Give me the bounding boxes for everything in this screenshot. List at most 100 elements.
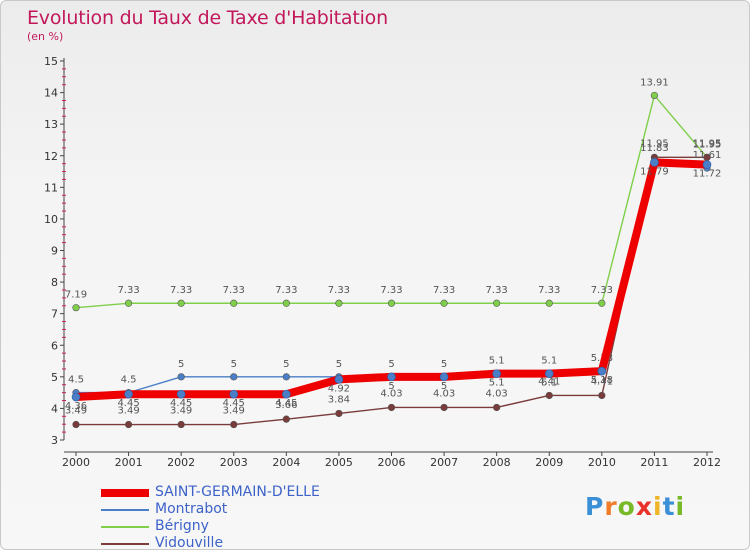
data-point bbox=[177, 299, 185, 307]
x-tick-label: 2005 bbox=[325, 456, 353, 469]
y-tick-label: 10 bbox=[44, 213, 58, 226]
legend-label: Vidouville bbox=[155, 535, 224, 550]
data-point bbox=[71, 392, 81, 402]
data-label: 5.1 bbox=[541, 378, 557, 389]
data-point bbox=[282, 373, 290, 381]
data-label: 4.45 bbox=[117, 398, 139, 409]
data-point bbox=[650, 158, 659, 167]
data-label: 11.83 bbox=[640, 143, 669, 154]
x-tick-label: 2009 bbox=[535, 456, 563, 469]
data-label: 3.49 bbox=[117, 406, 139, 417]
data-point bbox=[282, 299, 290, 307]
data-label: 4.45 bbox=[275, 398, 297, 409]
legend-label: SAINT-GERMAIN-D'ELLE bbox=[155, 484, 320, 500]
data-label: 7.33 bbox=[117, 285, 139, 296]
data-label: 5 bbox=[231, 359, 237, 370]
data-point bbox=[545, 391, 553, 400]
y-tick-label: 15 bbox=[44, 55, 58, 68]
data-point bbox=[72, 304, 80, 312]
data-label: 7.33 bbox=[328, 285, 350, 296]
x-tick-label: 2004 bbox=[272, 456, 300, 469]
data-point bbox=[650, 91, 659, 100]
data-label: 11.95 bbox=[640, 138, 669, 149]
data-point bbox=[493, 403, 501, 412]
data-point bbox=[440, 299, 448, 307]
data-point bbox=[597, 366, 607, 376]
y-tick-label: 9 bbox=[51, 245, 58, 258]
data-label: 4.92 bbox=[328, 383, 350, 394]
data-point bbox=[230, 420, 238, 429]
data-label: 4.03 bbox=[433, 388, 455, 399]
data-label: 7.33 bbox=[486, 285, 508, 296]
y-tick-label: 3 bbox=[51, 434, 58, 447]
x-tick-label: 2010 bbox=[588, 456, 616, 469]
x-tick-label: 2012 bbox=[693, 456, 721, 469]
data-point bbox=[598, 299, 606, 307]
data-label: 3.49 bbox=[170, 406, 192, 417]
data-label: 7.19 bbox=[65, 290, 87, 301]
data-label: 7.33 bbox=[380, 285, 402, 296]
data-label: 4.03 bbox=[380, 388, 402, 399]
data-label: 4.41 bbox=[538, 376, 560, 387]
data-point bbox=[177, 373, 185, 381]
x-tick-label: 2002 bbox=[167, 456, 195, 469]
data-point bbox=[545, 299, 553, 307]
data-label: 13.91 bbox=[640, 77, 669, 88]
data-point bbox=[282, 415, 290, 423]
data-point bbox=[72, 420, 80, 429]
legend-swatch bbox=[101, 509, 149, 511]
data-label: 7.33 bbox=[223, 285, 245, 296]
data-label: 4.5 bbox=[68, 375, 84, 386]
data-point bbox=[387, 372, 396, 382]
data-point bbox=[335, 409, 343, 418]
data-label: 5 bbox=[178, 359, 184, 370]
data-label: 7.33 bbox=[538, 285, 560, 296]
data-label: 4.41 bbox=[591, 376, 613, 387]
data-label: 5 bbox=[388, 359, 394, 370]
data-label: 4.36 bbox=[65, 401, 87, 412]
data-label: 3.49 bbox=[223, 406, 245, 417]
y-tick-label: 6 bbox=[51, 339, 58, 352]
data-point bbox=[702, 160, 712, 169]
data-label: 4.45 bbox=[170, 398, 192, 409]
legend-label: Montrabot bbox=[155, 501, 228, 517]
data-point bbox=[439, 372, 449, 382]
x-tick-label: 2001 bbox=[115, 456, 143, 469]
data-point bbox=[387, 403, 396, 412]
data-label: 4.03 bbox=[486, 388, 508, 399]
data-label: 11.79 bbox=[640, 166, 669, 177]
x-tick-label: 2006 bbox=[378, 456, 406, 469]
legend-swatch bbox=[101, 489, 149, 497]
data-point bbox=[177, 420, 185, 429]
x-tick-label: 2000 bbox=[62, 456, 90, 469]
legend-label: Bérigny bbox=[155, 518, 209, 534]
data-label: 11.72 bbox=[693, 169, 722, 180]
x-tick-label: 2007 bbox=[430, 456, 458, 469]
data-label: 5.1 bbox=[489, 378, 505, 389]
data-label: 5.18 bbox=[591, 375, 613, 386]
series-line bbox=[75, 94, 708, 309]
y-tick-label: 11 bbox=[44, 181, 58, 194]
proxiti-logo: Proxiti bbox=[585, 492, 686, 521]
y-tick-label: 12 bbox=[44, 150, 58, 163]
data-point bbox=[598, 391, 606, 400]
data-label: 7.33 bbox=[591, 285, 613, 296]
data-point bbox=[230, 299, 238, 307]
data-label: 3.49 bbox=[65, 406, 87, 417]
line-chart: 3 4 5 6 7 8 9 10 11 12 13 14 15 2000 2001 2002 2003 2004 2… bbox=[44, 55, 722, 469]
data-label: 4.5 bbox=[121, 375, 137, 386]
data-point bbox=[230, 373, 238, 381]
data-point bbox=[229, 389, 239, 399]
data-label: 3.84 bbox=[328, 394, 350, 405]
data-label: 3.66 bbox=[275, 400, 297, 411]
data-label: 5 bbox=[441, 381, 447, 392]
y-tick-label: 5 bbox=[51, 371, 58, 384]
data-label: 4.45 bbox=[223, 398, 245, 409]
data-label: 7.33 bbox=[433, 285, 455, 296]
data-point bbox=[176, 389, 186, 399]
x-tick-label: 2008 bbox=[483, 456, 511, 469]
x-tick-label: 2003 bbox=[220, 456, 248, 469]
data-point bbox=[335, 299, 343, 307]
data-label: 5 bbox=[388, 381, 394, 392]
